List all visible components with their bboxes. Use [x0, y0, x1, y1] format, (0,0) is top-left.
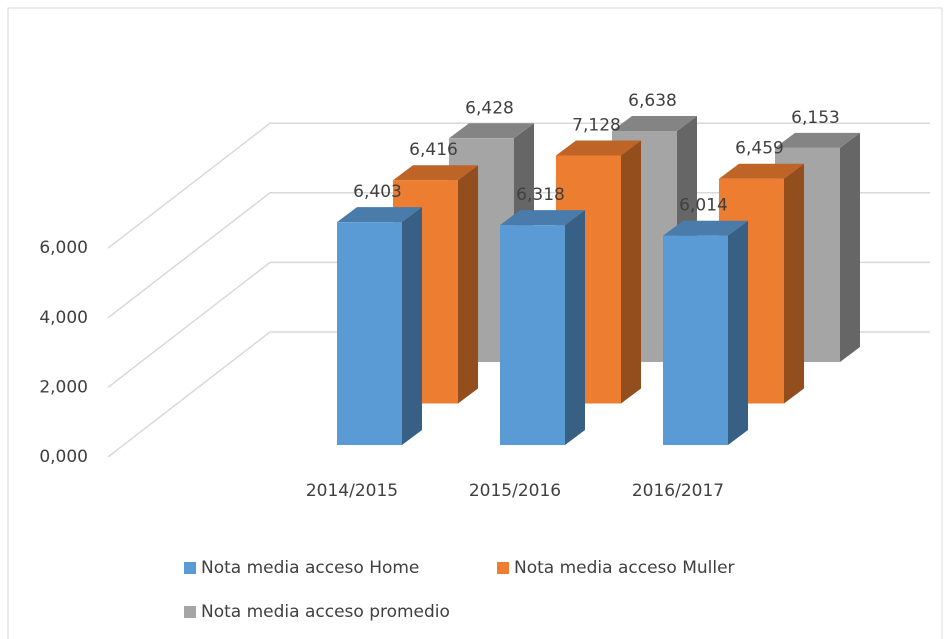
legend-swatch	[184, 562, 196, 574]
legend-swatch	[184, 606, 196, 618]
bar-side	[784, 163, 804, 404]
x-tick-label: 2014/2015	[306, 481, 398, 501]
bar-top	[775, 132, 860, 148]
data-label: 6,318	[516, 185, 565, 205]
bar-top	[663, 220, 748, 236]
data-label: 6,416	[409, 140, 458, 160]
bar	[663, 235, 728, 445]
grid-line	[107, 122, 930, 249]
data-label: 7,128	[572, 115, 621, 135]
data-label: 6,014	[679, 196, 728, 216]
y-tick-label: 2,000	[39, 377, 88, 397]
x-tick-label: 2016/2017	[632, 481, 724, 501]
bar-top	[556, 140, 641, 156]
bar	[337, 222, 402, 445]
legend-label: Nota media acceso promedio	[201, 602, 450, 622]
bar-side	[458, 165, 478, 404]
data-label: 6,459	[735, 139, 784, 159]
bar-side	[728, 220, 748, 445]
bar-side	[621, 140, 641, 404]
y-tick-label: 6,000	[39, 238, 88, 258]
bar-top	[719, 163, 804, 179]
bar-top	[449, 123, 534, 139]
x-tick-label: 2015/2016	[469, 481, 561, 501]
legend-label: Nota media acceso Muller	[514, 558, 735, 578]
legend-label: Nota media acceso Home	[201, 558, 419, 578]
legend-swatch	[497, 562, 509, 574]
bar-side	[402, 207, 422, 445]
data-label: 6,153	[791, 108, 840, 128]
y-tick-label: 4,000	[39, 308, 88, 328]
data-label: 6,428	[465, 98, 514, 118]
data-label: 6,403	[353, 182, 402, 202]
data-label: 6,638	[628, 91, 677, 111]
grid-line	[107, 192, 930, 319]
y-tick-label: 0,000	[39, 447, 88, 467]
bar	[500, 225, 565, 445]
bar-top	[612, 115, 697, 131]
bar-top	[500, 210, 585, 226]
bar-top	[393, 165, 478, 181]
bar-top	[337, 207, 422, 223]
bar-side	[565, 210, 585, 445]
bar-side	[840, 132, 860, 362]
